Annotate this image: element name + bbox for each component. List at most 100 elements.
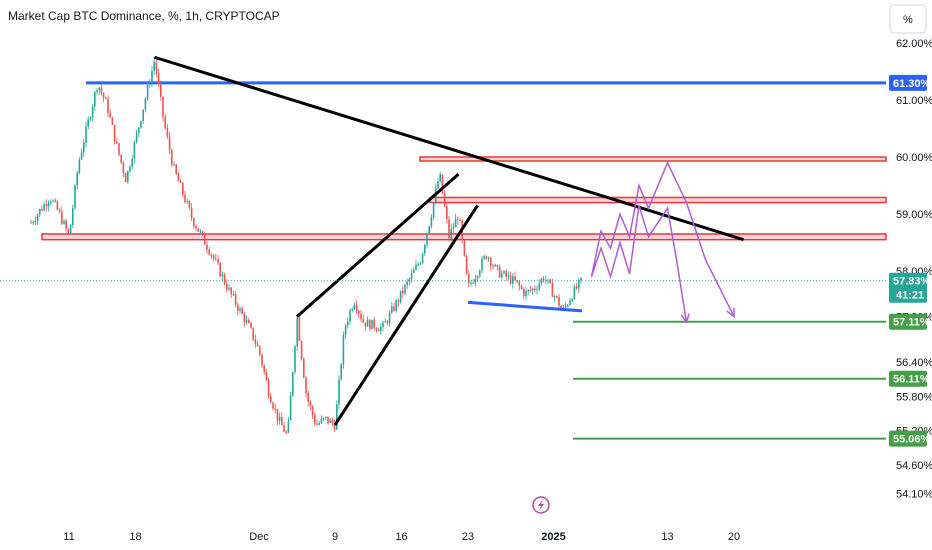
- candle-body[interactable]: [140, 121, 142, 128]
- candle-body[interactable]: [208, 249, 210, 255]
- candle-body[interactable]: [245, 320, 248, 323]
- candle-body[interactable]: [474, 278, 477, 283]
- candle-body[interactable]: [219, 262, 221, 277]
- candle-body[interactable]: [366, 319, 369, 327]
- trendline[interactable]: [296, 172, 460, 318]
- candle-body[interactable]: [281, 417, 283, 426]
- candle-body[interactable]: [567, 304, 569, 306]
- candle-body[interactable]: [382, 322, 384, 327]
- candle-body[interactable]: [314, 415, 316, 424]
- candle-body[interactable]: [43, 204, 45, 211]
- scale-mode-button[interactable]: %: [889, 4, 927, 34]
- candle-body[interactable]: [503, 271, 505, 274]
- level-price-badge[interactable]: [889, 74, 927, 91]
- candle-body[interactable]: [54, 200, 56, 202]
- candle-body[interactable]: [283, 425, 285, 432]
- candle-body[interactable]: [450, 228, 452, 239]
- candle-body[interactable]: [204, 233, 206, 245]
- candle-body[interactable]: [485, 256, 488, 259]
- candle-body[interactable]: [124, 173, 127, 183]
- candle-body[interactable]: [362, 318, 364, 323]
- candle-body[interactable]: [342, 335, 345, 365]
- candle-body[interactable]: [483, 256, 485, 259]
- candle-body[interactable]: [501, 273, 503, 278]
- candle-body[interactable]: [270, 396, 272, 403]
- candle-body[interactable]: [448, 219, 450, 239]
- candle-body[interactable]: [63, 220, 65, 224]
- candle-body[interactable]: [560, 305, 562, 308]
- candle-body[interactable]: [285, 431, 287, 433]
- candle-body[interactable]: [215, 258, 217, 260]
- candle-body[interactable]: [338, 379, 340, 405]
- candle-body[interactable]: [344, 325, 347, 336]
- candle-body[interactable]: [164, 116, 166, 128]
- candle-body[interactable]: [83, 142, 85, 153]
- candle-body[interactable]: [459, 219, 461, 221]
- candle-body[interactable]: [199, 231, 202, 233]
- candle-body[interactable]: [410, 273, 413, 279]
- candle-body[interactable]: [294, 346, 296, 373]
- candle-body[interactable]: [265, 371, 268, 381]
- resistance-zone[interactable]: [41, 233, 887, 241]
- candle-body[interactable]: [536, 289, 538, 291]
- candle-body[interactable]: [452, 227, 455, 229]
- last-price-badge[interactable]: [889, 272, 927, 303]
- candle-body[interactable]: [538, 283, 540, 290]
- candle-body[interactable]: [32, 222, 34, 224]
- candle-body[interactable]: [305, 377, 307, 394]
- candle-body[interactable]: [406, 281, 408, 285]
- candle-body[interactable]: [50, 201, 52, 203]
- resistance-zone[interactable]: [429, 196, 887, 204]
- candle-body[interactable]: [472, 282, 474, 284]
- resistance-zone[interactable]: [419, 156, 887, 162]
- candle-body[interactable]: [168, 136, 171, 151]
- candle-body[interactable]: [571, 299, 573, 301]
- candle-body[interactable]: [300, 340, 303, 359]
- candle-body[interactable]: [443, 193, 446, 207]
- candle-body[interactable]: [318, 423, 320, 425]
- candle-body[interactable]: [494, 264, 496, 267]
- candle-body[interactable]: [426, 233, 428, 245]
- candle-body[interactable]: [419, 263, 422, 265]
- candle-body[interactable]: [496, 264, 499, 267]
- candle-body[interactable]: [261, 354, 263, 366]
- candle-body[interactable]: [487, 257, 490, 259]
- candle-body[interactable]: [72, 208, 74, 225]
- candle-body[interactable]: [36, 214, 39, 221]
- projection-path[interactable]: [590, 205, 688, 323]
- candle-body[interactable]: [193, 218, 195, 227]
- candle-body[interactable]: [512, 276, 514, 284]
- candle-body[interactable]: [430, 217, 433, 227]
- support-line[interactable]: [467, 300, 583, 313]
- candle-body[interactable]: [490, 257, 492, 266]
- trendline[interactable]: [154, 55, 744, 242]
- candle-body[interactable]: [226, 283, 228, 290]
- candle-body[interactable]: [320, 418, 323, 424]
- candle-body[interactable]: [120, 154, 122, 163]
- candle-body[interactable]: [479, 270, 481, 276]
- candle-body[interactable]: [457, 218, 459, 220]
- candle-body[interactable]: [129, 167, 131, 171]
- candle-body[interactable]: [439, 174, 441, 182]
- candle-body[interactable]: [237, 304, 239, 311]
- candle-body[interactable]: [263, 365, 265, 372]
- candle-body[interactable]: [518, 281, 521, 287]
- candle-body[interactable]: [391, 306, 393, 313]
- candle-body[interactable]: [322, 417, 325, 419]
- candle-body[interactable]: [287, 420, 290, 433]
- candle-body[interactable]: [116, 141, 118, 144]
- candle-body[interactable]: [393, 306, 395, 311]
- candle-body[interactable]: [259, 346, 261, 355]
- candle-body[interactable]: [212, 255, 215, 259]
- candle-body[interactable]: [580, 277, 582, 281]
- level-price-badge[interactable]: [889, 370, 927, 387]
- candle-body[interactable]: [329, 419, 331, 423]
- candle-body[interactable]: [331, 419, 334, 424]
- candle-body[interactable]: [201, 231, 204, 234]
- candle-body[interactable]: [353, 304, 356, 310]
- candle-body[interactable]: [549, 279, 551, 283]
- candle-body[interactable]: [355, 304, 358, 311]
- candle-body[interactable]: [175, 164, 177, 174]
- level-price-badge[interactable]: [889, 430, 927, 447]
